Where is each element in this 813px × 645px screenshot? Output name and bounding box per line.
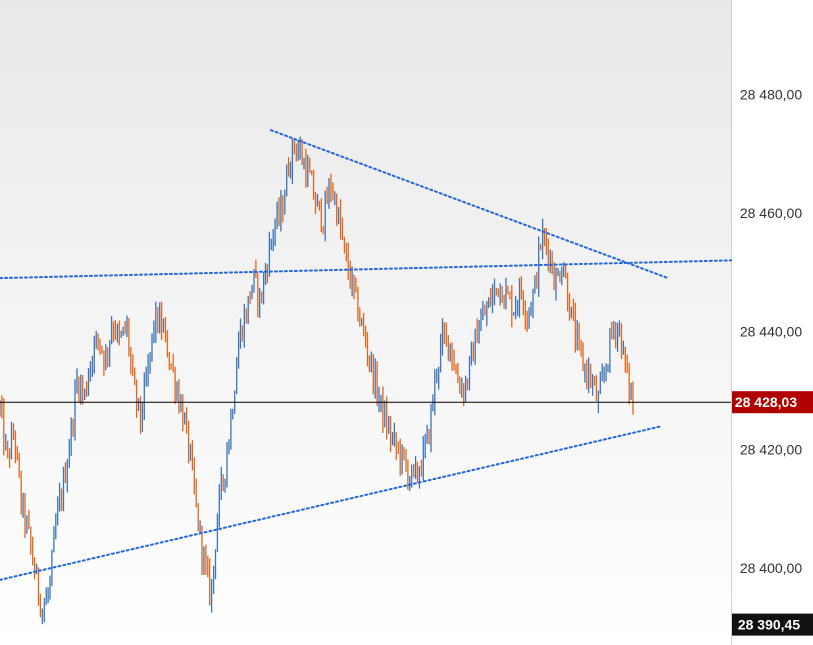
price-axis-background [731, 0, 813, 645]
y-tick-label: 28 480,00 [740, 87, 802, 103]
y-tick-label: 28 440,00 [740, 323, 802, 339]
y-tick-label: 28 400,00 [740, 560, 802, 576]
trendline[interactable] [0, 259, 732, 280]
bottom-price-label: 28 390,45 [738, 617, 800, 633]
y-tick-label: 28 460,00 [740, 205, 802, 221]
last-price-label: 28 428,03 [735, 394, 797, 410]
bottom-price-badge-background [732, 613, 813, 636]
candle-series [0, 136, 634, 625]
y-axis-ticks: 28 480,00 28 460,00 28 440,00 28 420,00 28 4… [740, 87, 802, 576]
last-price-badge-background [732, 391, 813, 414]
plot-background [0, 0, 731, 645]
trendline-group [0, 129, 732, 581]
trendline[interactable] [270, 129, 669, 280]
y-tick-label: 28 420,00 [740, 442, 802, 458]
bottom-price-badge: 28 390,45 [732, 613, 813, 636]
trendline[interactable] [0, 425, 663, 581]
last-price-badge: 28 428,03 [732, 391, 813, 414]
